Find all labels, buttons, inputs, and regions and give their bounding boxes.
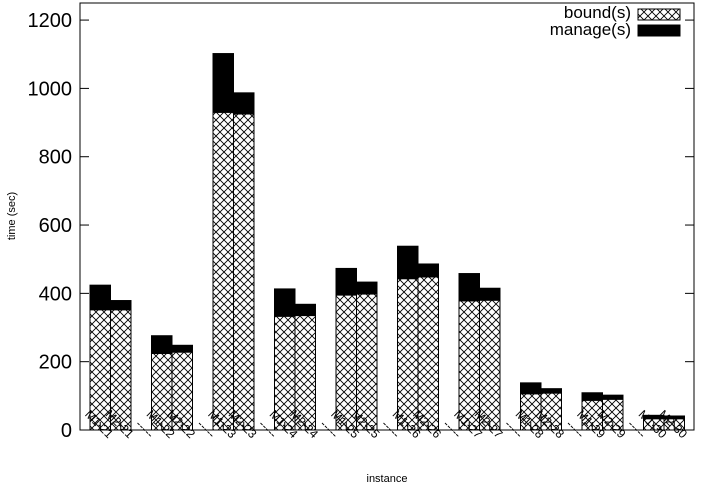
legend-label-bound: bound(s) bbox=[564, 3, 631, 22]
bar-manage-M1-22 bbox=[151, 335, 173, 354]
x-axis-label: instance bbox=[367, 473, 408, 485]
bar-manage-M2-30 bbox=[663, 415, 685, 420]
y-axis-label: time (sec) bbox=[6, 192, 18, 240]
bar-manage-M1-26 bbox=[397, 245, 419, 280]
bar-manage-M1-23 bbox=[212, 53, 234, 113]
bar-bound-M2-23 bbox=[233, 113, 255, 431]
bar-manage-M2-28 bbox=[540, 388, 562, 394]
y-tick-label: 1000 bbox=[28, 78, 73, 100]
bar-manage-M2-23 bbox=[233, 92, 255, 115]
bar-manage-M2-22 bbox=[171, 344, 193, 353]
bars bbox=[89, 53, 685, 431]
y-tick-label: 600 bbox=[39, 215, 72, 237]
bar-manage-M1-25 bbox=[335, 267, 357, 296]
bar-manage-M2-27 bbox=[479, 287, 501, 301]
bar-manage-M2-29 bbox=[602, 394, 624, 400]
bar-manage-M1-28 bbox=[520, 382, 542, 395]
x-axis: M1-21M2-21-----M1-22M2-22-----M1-23M2-23… bbox=[82, 407, 690, 441]
y-tick-label: 800 bbox=[39, 147, 72, 169]
y-axis: 0 200 400 600 800 1000 1200 bbox=[28, 10, 694, 442]
legend: bound(s) manage(s) bbox=[550, 3, 681, 39]
y-tick-label: 0 bbox=[61, 420, 72, 442]
legend-swatch-bound bbox=[637, 8, 681, 21]
bar-manage-M1-27 bbox=[458, 273, 480, 302]
legend-swatch-manage bbox=[637, 24, 681, 37]
bar-manage-M2-25 bbox=[356, 281, 378, 295]
y-tick-label: 1200 bbox=[28, 10, 73, 32]
y-tick-label: 200 bbox=[39, 352, 72, 374]
legend-label-manage: manage(s) bbox=[550, 20, 631, 39]
bar-manage-M1-29 bbox=[581, 392, 603, 401]
plot-frame bbox=[79, 2, 695, 431]
bar-manage-M2-26 bbox=[417, 263, 439, 278]
bar-manage-M1-21 bbox=[89, 284, 111, 311]
bar-manage-M1-24 bbox=[274, 288, 296, 317]
bar-manage-M2-24 bbox=[294, 303, 316, 317]
y-tick-label: 400 bbox=[39, 283, 72, 305]
bar-bound-M1-23 bbox=[212, 111, 234, 431]
bar-manage-M2-21 bbox=[110, 300, 132, 311]
